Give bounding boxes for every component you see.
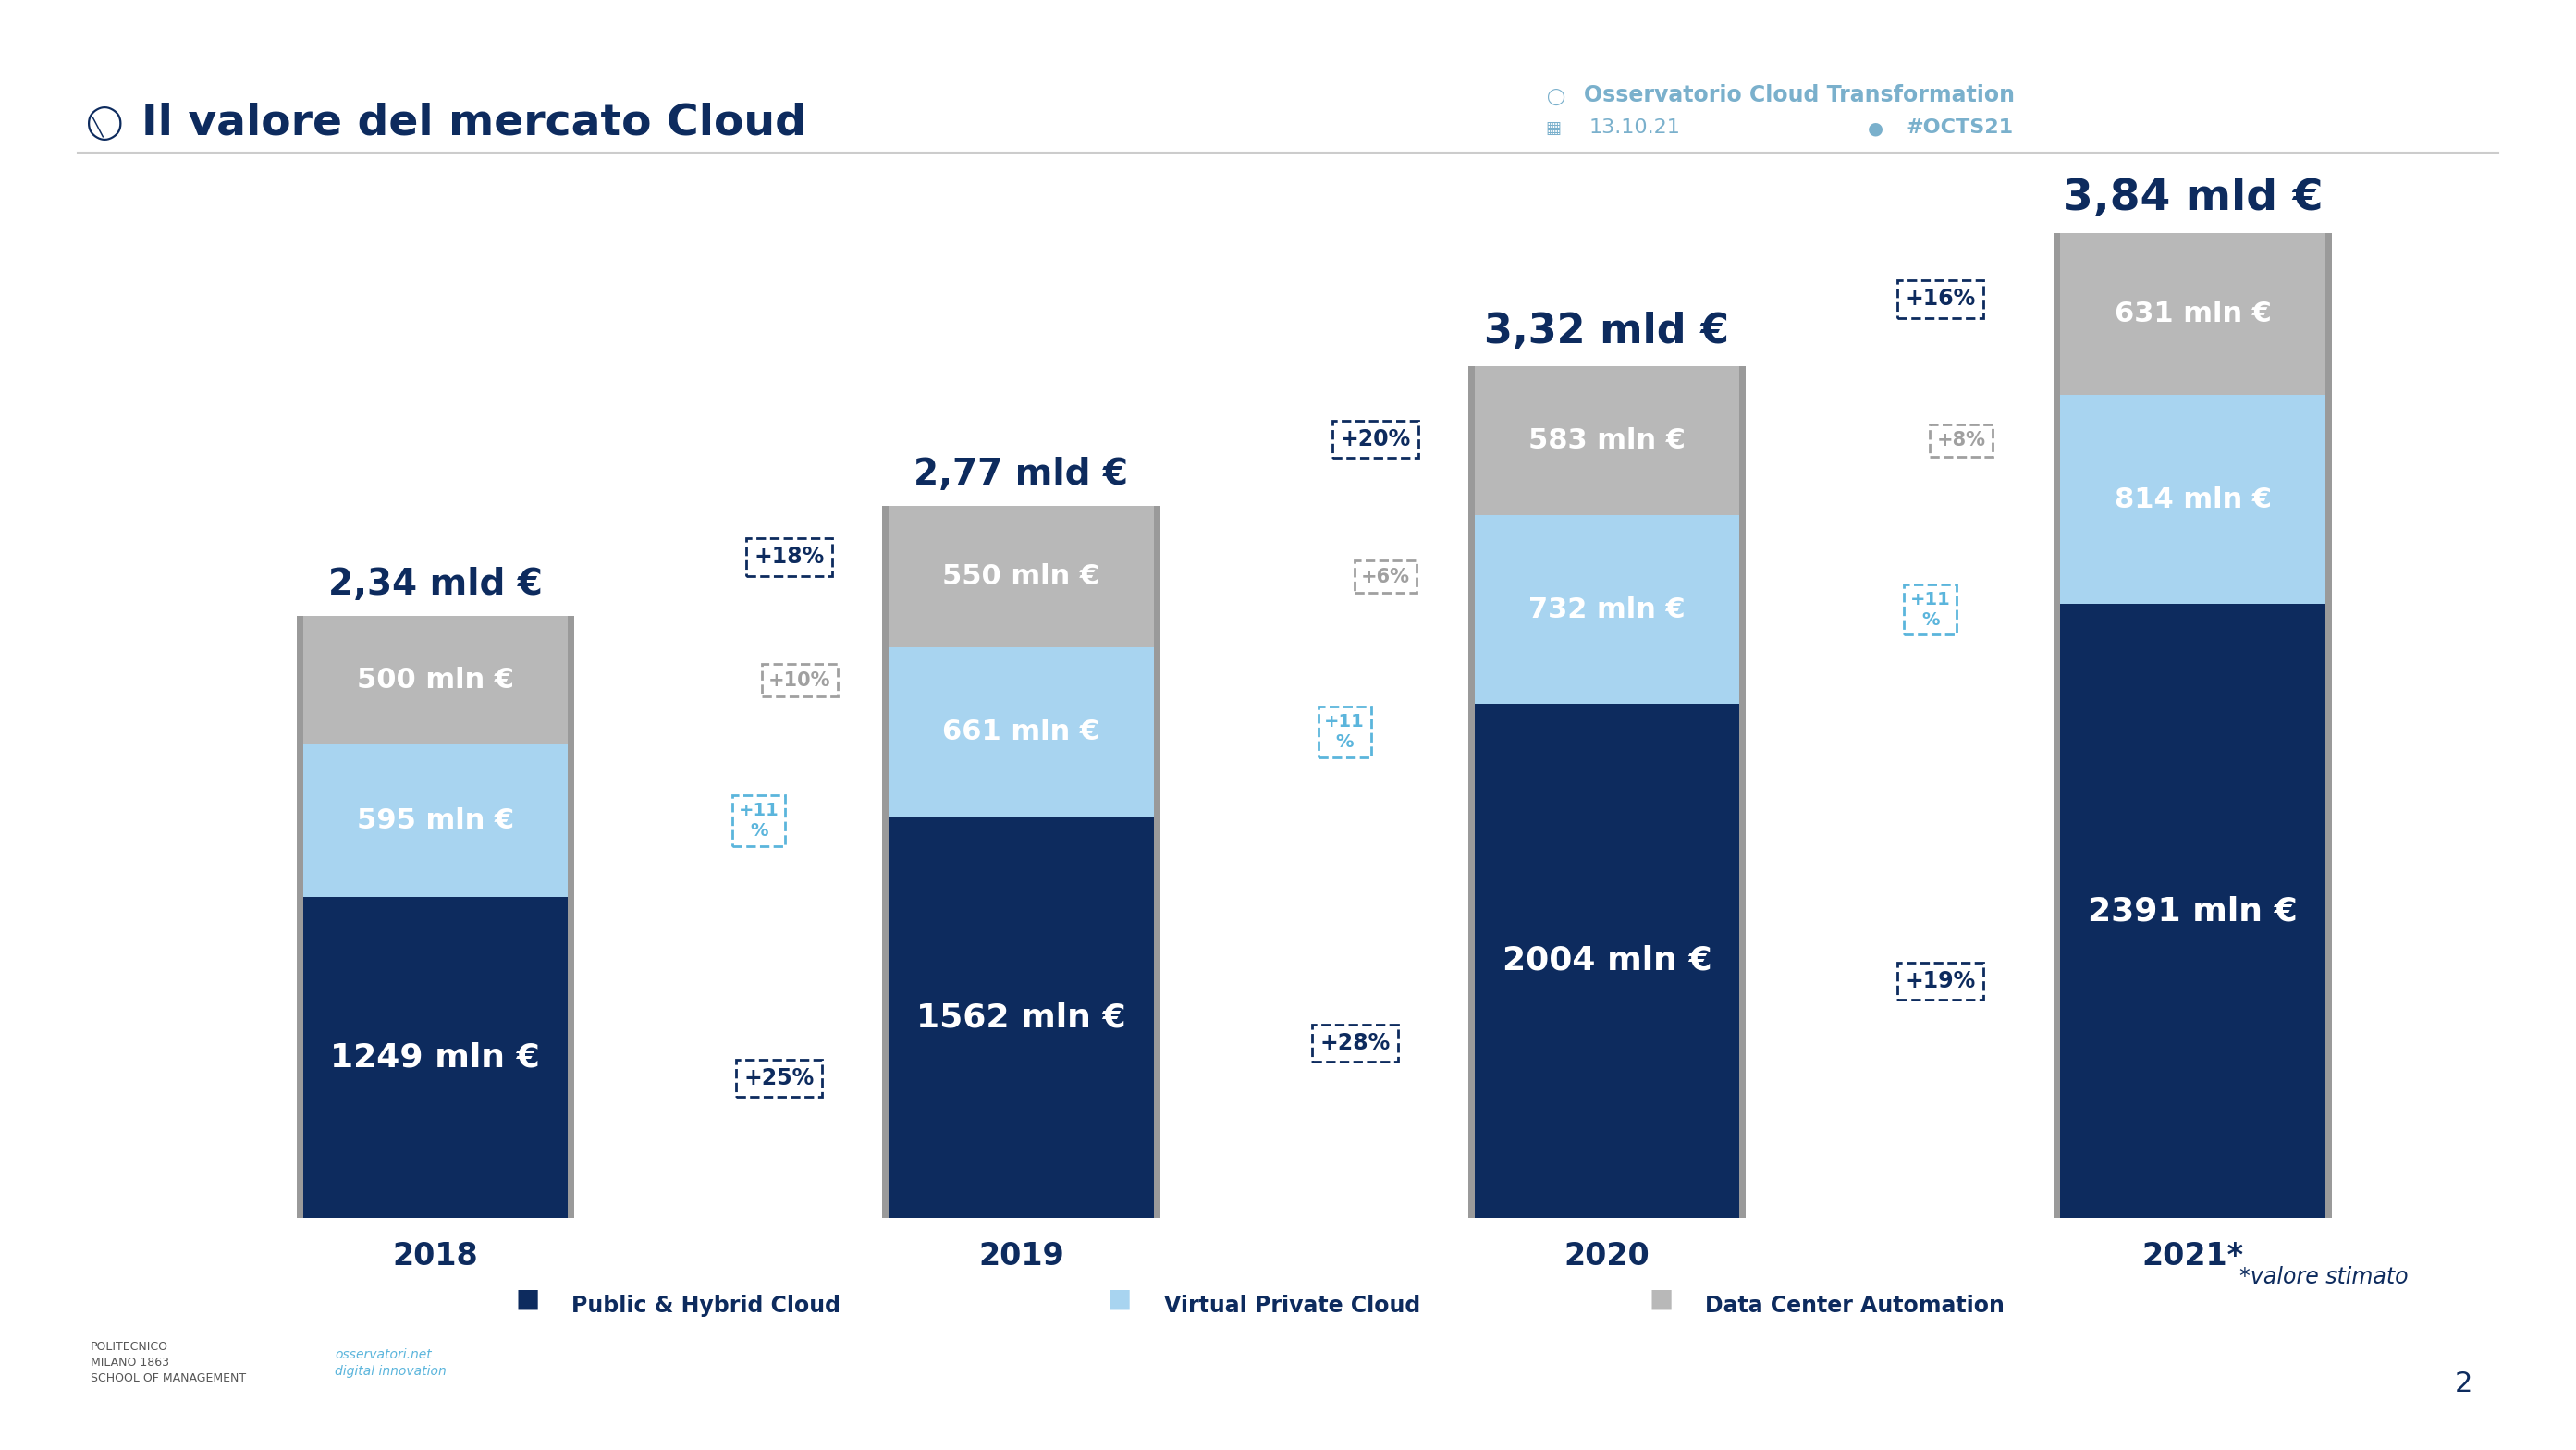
Text: +20%: +20%	[1340, 428, 1412, 451]
Text: Data Center Automation: Data Center Automation	[1705, 1295, 2004, 1317]
Text: ▦: ▦	[1546, 120, 1561, 138]
Text: ◯: ◯	[85, 106, 121, 141]
Text: 583 mln €: 583 mln €	[1528, 428, 1685, 454]
Text: +25%: +25%	[744, 1067, 814, 1089]
Text: +28%: +28%	[1319, 1032, 1391, 1054]
Text: 500 mln €: 500 mln €	[355, 667, 513, 693]
Text: ◯: ◯	[1546, 88, 1564, 106]
Text: ■: ■	[515, 1286, 538, 1312]
Bar	[2061, 605, 2326, 1218]
Text: +6%: +6%	[1360, 567, 1409, 586]
Text: +8%: +8%	[1937, 432, 1986, 450]
Text: Osservatorio Cloud Transformation: Osservatorio Cloud Transformation	[1584, 84, 2014, 106]
Text: Virtual Private Cloud: Virtual Private Cloud	[1164, 1295, 1422, 1317]
Text: Il valore del mercato Cloud: Il valore del mercato Cloud	[142, 103, 806, 144]
Bar	[1473, 515, 1739, 703]
Text: +10%: +10%	[768, 671, 829, 690]
Text: +11
%: +11 %	[1324, 713, 1365, 751]
Text: +16%: +16%	[1906, 289, 1976, 310]
Text: 732 mln €: 732 mln €	[1528, 596, 1685, 624]
Text: 550 mln €: 550 mln €	[943, 563, 1100, 590]
Text: 3,84 mld €: 3,84 mld €	[2063, 177, 2324, 219]
Text: 814 mln €: 814 mln €	[2115, 486, 2272, 513]
Text: *valore stimato: *valore stimato	[2239, 1266, 2409, 1288]
Bar	[304, 744, 567, 898]
Text: 661 mln €: 661 mln €	[943, 719, 1100, 745]
Bar	[884, 506, 1159, 1218]
Text: 1562 mln €: 1562 mln €	[917, 1002, 1126, 1034]
Bar	[2061, 394, 2326, 605]
Text: +19%: +19%	[1906, 970, 1976, 992]
Text: osservatori.net
digital innovation: osservatori.net digital innovation	[335, 1348, 446, 1378]
Text: 13.10.21: 13.10.21	[1589, 119, 1680, 138]
Text: #OCTS21: #OCTS21	[1906, 119, 2014, 138]
Text: ╲: ╲	[93, 117, 103, 138]
Bar	[2061, 233, 2326, 394]
Bar	[889, 816, 1154, 1218]
Bar	[304, 898, 567, 1218]
Text: 3,32 mld €: 3,32 mld €	[1484, 312, 1728, 352]
Bar	[889, 647, 1154, 816]
Text: 595 mln €: 595 mln €	[355, 808, 515, 834]
Text: ●: ●	[1868, 119, 1883, 138]
Bar	[304, 616, 567, 744]
Bar	[1473, 703, 1739, 1218]
Text: ■: ■	[1108, 1286, 1131, 1312]
Bar	[1468, 365, 1747, 1218]
Text: +18%: +18%	[755, 547, 824, 568]
Bar	[1473, 365, 1739, 515]
Text: 1249 mln €: 1249 mln €	[330, 1043, 541, 1073]
Bar	[889, 506, 1154, 647]
Text: 2004 mln €: 2004 mln €	[1502, 945, 1710, 976]
Text: 2,77 mld €: 2,77 mld €	[914, 457, 1128, 492]
Text: 2391 mln €: 2391 mln €	[2089, 895, 2298, 927]
Text: Public & Hybrid Cloud: Public & Hybrid Cloud	[572, 1295, 840, 1317]
Text: 2: 2	[2455, 1370, 2473, 1398]
Bar	[2053, 233, 2331, 1218]
Text: 631 mln €: 631 mln €	[2115, 300, 2272, 328]
Text: +11
%: +11 %	[1911, 590, 1950, 628]
Bar	[296, 616, 574, 1218]
Text: 2,34 mld €: 2,34 mld €	[327, 567, 544, 602]
Text: +11
%: +11 %	[739, 802, 778, 840]
Text: ■: ■	[1649, 1286, 1672, 1312]
Text: POLITECNICO
MILANO 1863
SCHOOL OF MANAGEMENT: POLITECNICO MILANO 1863 SCHOOL OF MANAGE…	[90, 1341, 245, 1385]
